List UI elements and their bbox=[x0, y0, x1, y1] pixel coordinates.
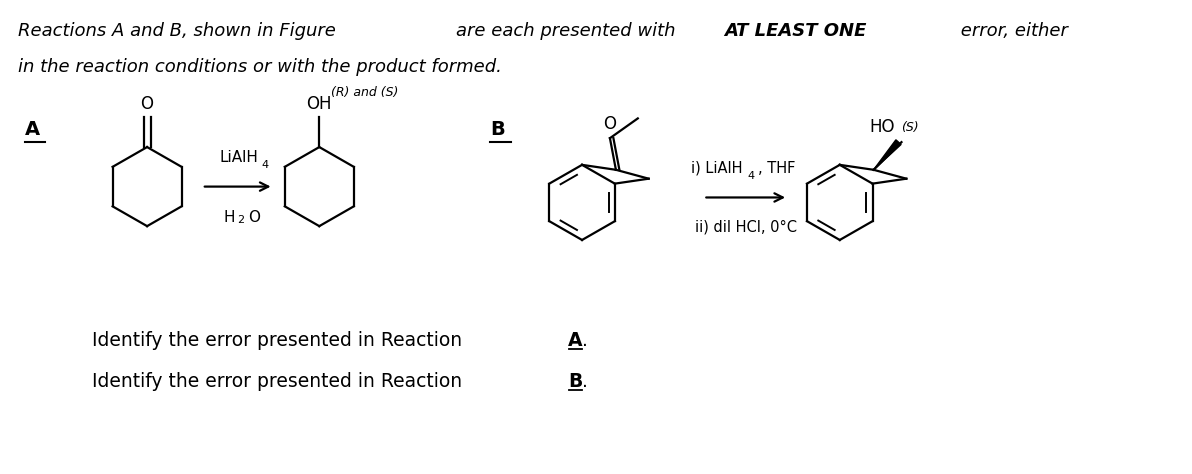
Text: 2: 2 bbox=[237, 215, 244, 225]
Text: B: B bbox=[569, 373, 583, 392]
Text: are each presented with: are each presented with bbox=[455, 21, 681, 39]
Text: A: A bbox=[25, 120, 39, 139]
Text: Identify the error presented in Reaction: Identify the error presented in Reaction bbox=[92, 373, 468, 392]
Text: OH: OH bbox=[306, 95, 333, 113]
Text: error, either: error, either bbox=[955, 21, 1068, 39]
Text: 4: 4 bbox=[261, 160, 268, 170]
Text: O: O bbox=[603, 115, 616, 133]
Text: Identify the error presented in Reaction: Identify the error presented in Reaction bbox=[92, 331, 468, 350]
Text: .: . bbox=[582, 373, 588, 392]
Text: AT LEAST ONE: AT LEAST ONE bbox=[725, 21, 867, 39]
Text: (S): (S) bbox=[901, 121, 919, 134]
Text: 4: 4 bbox=[747, 171, 755, 181]
Text: A: A bbox=[569, 331, 583, 350]
Text: i) LiAlH: i) LiAlH bbox=[691, 161, 743, 176]
Text: in the reaction conditions or with the product formed.: in the reaction conditions or with the p… bbox=[18, 58, 502, 76]
Text: LiAlH: LiAlH bbox=[219, 150, 259, 165]
Text: O: O bbox=[248, 210, 260, 225]
Text: O: O bbox=[141, 95, 154, 113]
Text: H: H bbox=[224, 210, 235, 225]
Polygon shape bbox=[874, 140, 901, 170]
Text: , THF: , THF bbox=[758, 161, 795, 176]
Text: HO: HO bbox=[869, 118, 894, 136]
Text: Reactions A and B, shown in Figure: Reactions A and B, shown in Figure bbox=[18, 21, 336, 39]
Text: (R) and (S): (R) and (S) bbox=[331, 86, 398, 99]
Text: B: B bbox=[490, 120, 505, 139]
Text: .: . bbox=[582, 331, 588, 350]
Text: ii) dil HCl, 0°C: ii) dil HCl, 0°C bbox=[695, 219, 796, 234]
